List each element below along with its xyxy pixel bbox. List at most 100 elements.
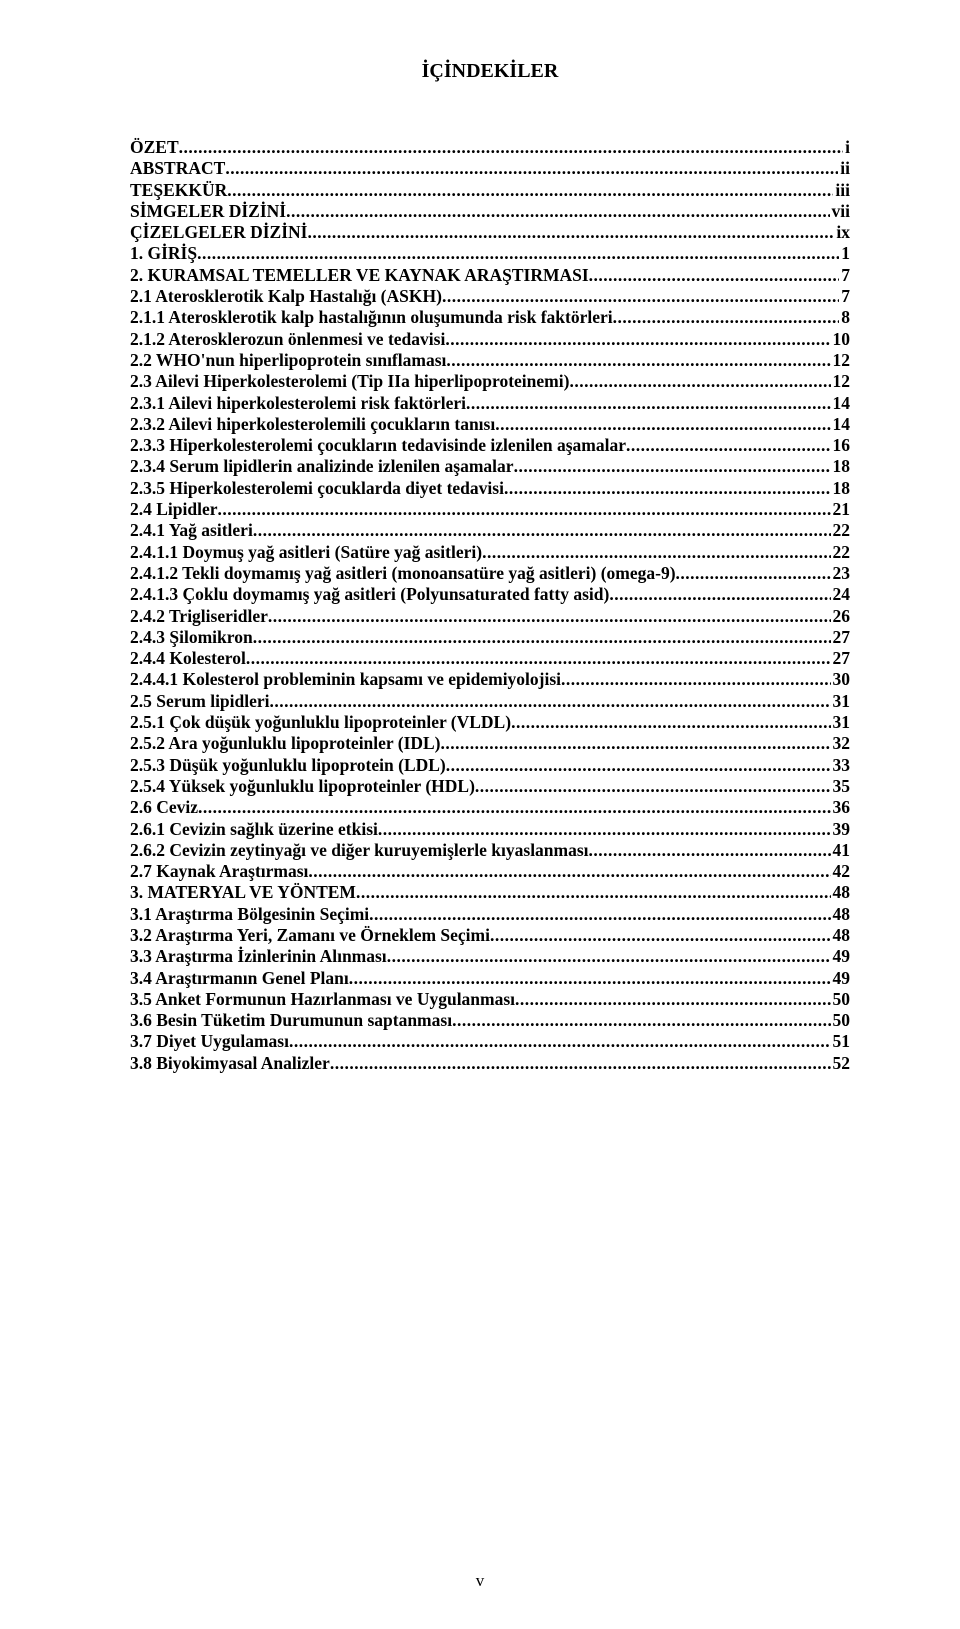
- toc-label: 3.1 Araştırma Bölgesinin Seçimi: [130, 906, 369, 924]
- toc-leader-dots: [268, 608, 831, 626]
- toc-label: 2.4 Lipidler: [130, 501, 218, 519]
- toc-row: 2.4.4 Kolesterol27: [130, 650, 850, 668]
- toc-row: 3.6 Besin Tüketim Durumunun saptanması50: [130, 1012, 850, 1030]
- toc-page-number: 22: [831, 544, 851, 562]
- toc-row: 2.7 Kaynak Araştırması 42: [130, 863, 850, 881]
- toc-page-number: ix: [834, 224, 850, 242]
- toc-row: 3.7 Diyet Uygulaması51: [130, 1033, 850, 1051]
- toc-leader-dots: [387, 948, 831, 966]
- toc-label: 3.7 Diyet Uygulaması: [130, 1033, 289, 1051]
- toc-leader-dots: [504, 480, 831, 498]
- toc-page-number: 36: [831, 799, 851, 817]
- toc-label: 3. MATERYAL VE YÖNTEM: [130, 884, 356, 902]
- toc-page-number: 31: [831, 693, 851, 711]
- page-title: İÇİNDEKİLER: [130, 60, 850, 83]
- toc-label: 2.2 WHO'nun hiperlipoprotein sınıflaması: [130, 352, 446, 370]
- toc-page-number: i: [843, 139, 850, 157]
- toc-leader-dots: [349, 970, 831, 988]
- page: İÇİNDEKİLER ÖZET i ABSTRACT ii TEŞEKKÜR iii Sİ…: [0, 0, 960, 1629]
- toc-label: 2.5 Serum lipidleri: [130, 693, 270, 711]
- toc-label: 2.4.4.1 Kolesterol probleminin kapsamı v…: [130, 671, 561, 689]
- toc-row: 3. MATERYAL VE YÖNTEM 48: [130, 884, 850, 902]
- toc-label: 2.5.1 Çok düşük yoğunluklu lipoproteinle…: [130, 714, 511, 732]
- toc-leader-dots: [197, 245, 839, 263]
- toc-leader-dots: [253, 629, 831, 647]
- toc-row: 2.6.2 Cevizin zeytinyağı ve diğer kuruye…: [130, 842, 850, 860]
- toc-row: 3.2 Araştırma Yeri, Zamanı ve Örneklem S…: [130, 927, 850, 945]
- toc-label: 3.4 Araştırmanın Genel Planı: [130, 970, 349, 988]
- toc-leader-dots: [441, 735, 831, 753]
- toc-page-number: 27: [831, 629, 851, 647]
- toc-label: 2.5.2 Ara yoğunluklu lipoproteinler (IDL…: [130, 735, 441, 753]
- toc-page-number: 49: [831, 970, 851, 988]
- toc-row: 2.5.4 Yüksek yoğunluklu lipoproteinler (…: [130, 778, 850, 796]
- toc-leader-dots: [511, 714, 830, 732]
- toc-leader-dots: [308, 863, 830, 881]
- toc-page-number: iii: [833, 182, 850, 200]
- toc-label: 2.4.1.3 Çoklu doymamış yağ asitleri (Pol…: [130, 586, 609, 604]
- toc-leader-dots: [613, 309, 840, 327]
- toc-row: 2.3.5 Hiperkolesterolemi çocuklarda diye…: [130, 480, 850, 498]
- toc-leader-dots: [378, 821, 831, 839]
- toc-label: 2.6.1 Cevizin sağlık üzerine etkisi: [130, 821, 378, 839]
- toc-label: 2.7 Kaynak Araştırması: [130, 863, 308, 881]
- toc-page-number: 10: [831, 331, 851, 349]
- toc-label: ÇİZELGELER DİZİNİ: [130, 224, 308, 242]
- toc-page-number: 14: [831, 395, 851, 413]
- toc-label: 2.5.4 Yüksek yoğunluklu lipoproteinler (…: [130, 778, 475, 796]
- toc-leader-dots: [308, 224, 835, 242]
- toc-leader-dots: [198, 799, 830, 817]
- toc-leader-dots: [446, 352, 830, 370]
- toc-page-number: 35: [831, 778, 851, 796]
- toc-page-number: 52: [831, 1055, 851, 1073]
- toc-leader-dots: [561, 671, 830, 689]
- toc-label: 2.1 Aterosklerotik Kalp Hastalığı (ASKH): [130, 288, 442, 306]
- toc-page-number: 33: [831, 757, 851, 775]
- toc-label: 3.5 Anket Formunun Hazırlanması ve Uygul…: [130, 991, 515, 1009]
- table-of-contents: ÖZET i ABSTRACT ii TEŞEKKÜR iii SİMGELER DİZİN…: [130, 139, 850, 1072]
- toc-label: 2.6.2 Cevizin zeytinyağı ve diğer kuruye…: [130, 842, 589, 860]
- toc-label: 2.3.1 Ailevi hiperkolesterolemi risk fak…: [130, 395, 466, 413]
- toc-page-number: 32: [831, 735, 851, 753]
- toc-row: 2.3.4 Serum lipidlerin analizinde izleni…: [130, 458, 850, 476]
- toc-label: 2.6 Ceviz: [130, 799, 198, 817]
- toc-page-number: 22: [831, 522, 851, 540]
- toc-leader-dots: [218, 501, 831, 519]
- toc-label: TEŞEKKÜR: [130, 182, 227, 200]
- toc-row: ÇİZELGELER DİZİNİ ix: [130, 224, 850, 242]
- toc-row: 2.4.4.1 Kolesterol probleminin kapsamı v…: [130, 671, 850, 689]
- toc-row: 2.4.1.2 Tekli doymamış yağ asitleri (mon…: [130, 565, 850, 583]
- toc-leader-dots: [286, 203, 829, 221]
- toc-page-number: 48: [831, 927, 851, 945]
- toc-row: 2.3 Ailevi Hiperkolesterolemi (Tip IIa h…: [130, 373, 850, 391]
- toc-row: 2.3.3 Hiperkolesterolemi çocukların teda…: [130, 437, 850, 455]
- toc-page-number: 31: [831, 714, 851, 732]
- toc-row: 3.5 Anket Formunun Hazırlanması ve Uygul…: [130, 991, 850, 1009]
- toc-row: SİMGELER DİZİNİvii: [130, 203, 850, 221]
- toc-leader-dots: [225, 160, 838, 178]
- toc-leader-dots: [179, 139, 843, 157]
- toc-leader-dots: [246, 650, 831, 668]
- toc-label: ÖZET: [130, 139, 179, 157]
- toc-label: 3.3 Araştırma İzinlerinin Alınması: [130, 948, 387, 966]
- toc-label: ABSTRACT: [130, 160, 225, 178]
- toc-page-number: 14: [831, 416, 851, 434]
- toc-leader-dots: [515, 991, 830, 1009]
- toc-row: 2.1.2 Aterosklerozun önlenmesi ve tedavi…: [130, 331, 850, 349]
- toc-page-number: 30: [831, 671, 851, 689]
- toc-row: 3.4 Araştırmanın Genel Planı 49: [130, 970, 850, 988]
- toc-page-number: ii: [838, 160, 850, 178]
- toc-page-number: 8: [839, 309, 850, 327]
- toc-page-number: 42: [831, 863, 851, 881]
- toc-label: 2.4.2 Trigliseridler: [130, 608, 268, 626]
- toc-row: 2.5 Serum lipidleri 31: [130, 693, 850, 711]
- toc-leader-dots: [442, 288, 839, 306]
- toc-row: 2.3.2 Ailevi hiperkolesterolemili çocukl…: [130, 416, 850, 434]
- toc-page-number: 48: [831, 906, 851, 924]
- toc-leader-dots: [369, 906, 830, 924]
- toc-page-number: 39: [831, 821, 851, 839]
- toc-row: 2.3.1 Ailevi hiperkolesterolemi risk fak…: [130, 395, 850, 413]
- toc-page-number: 48: [831, 884, 851, 902]
- toc-label: 1. GİRİŞ: [130, 245, 197, 263]
- toc-leader-dots: [609, 586, 830, 604]
